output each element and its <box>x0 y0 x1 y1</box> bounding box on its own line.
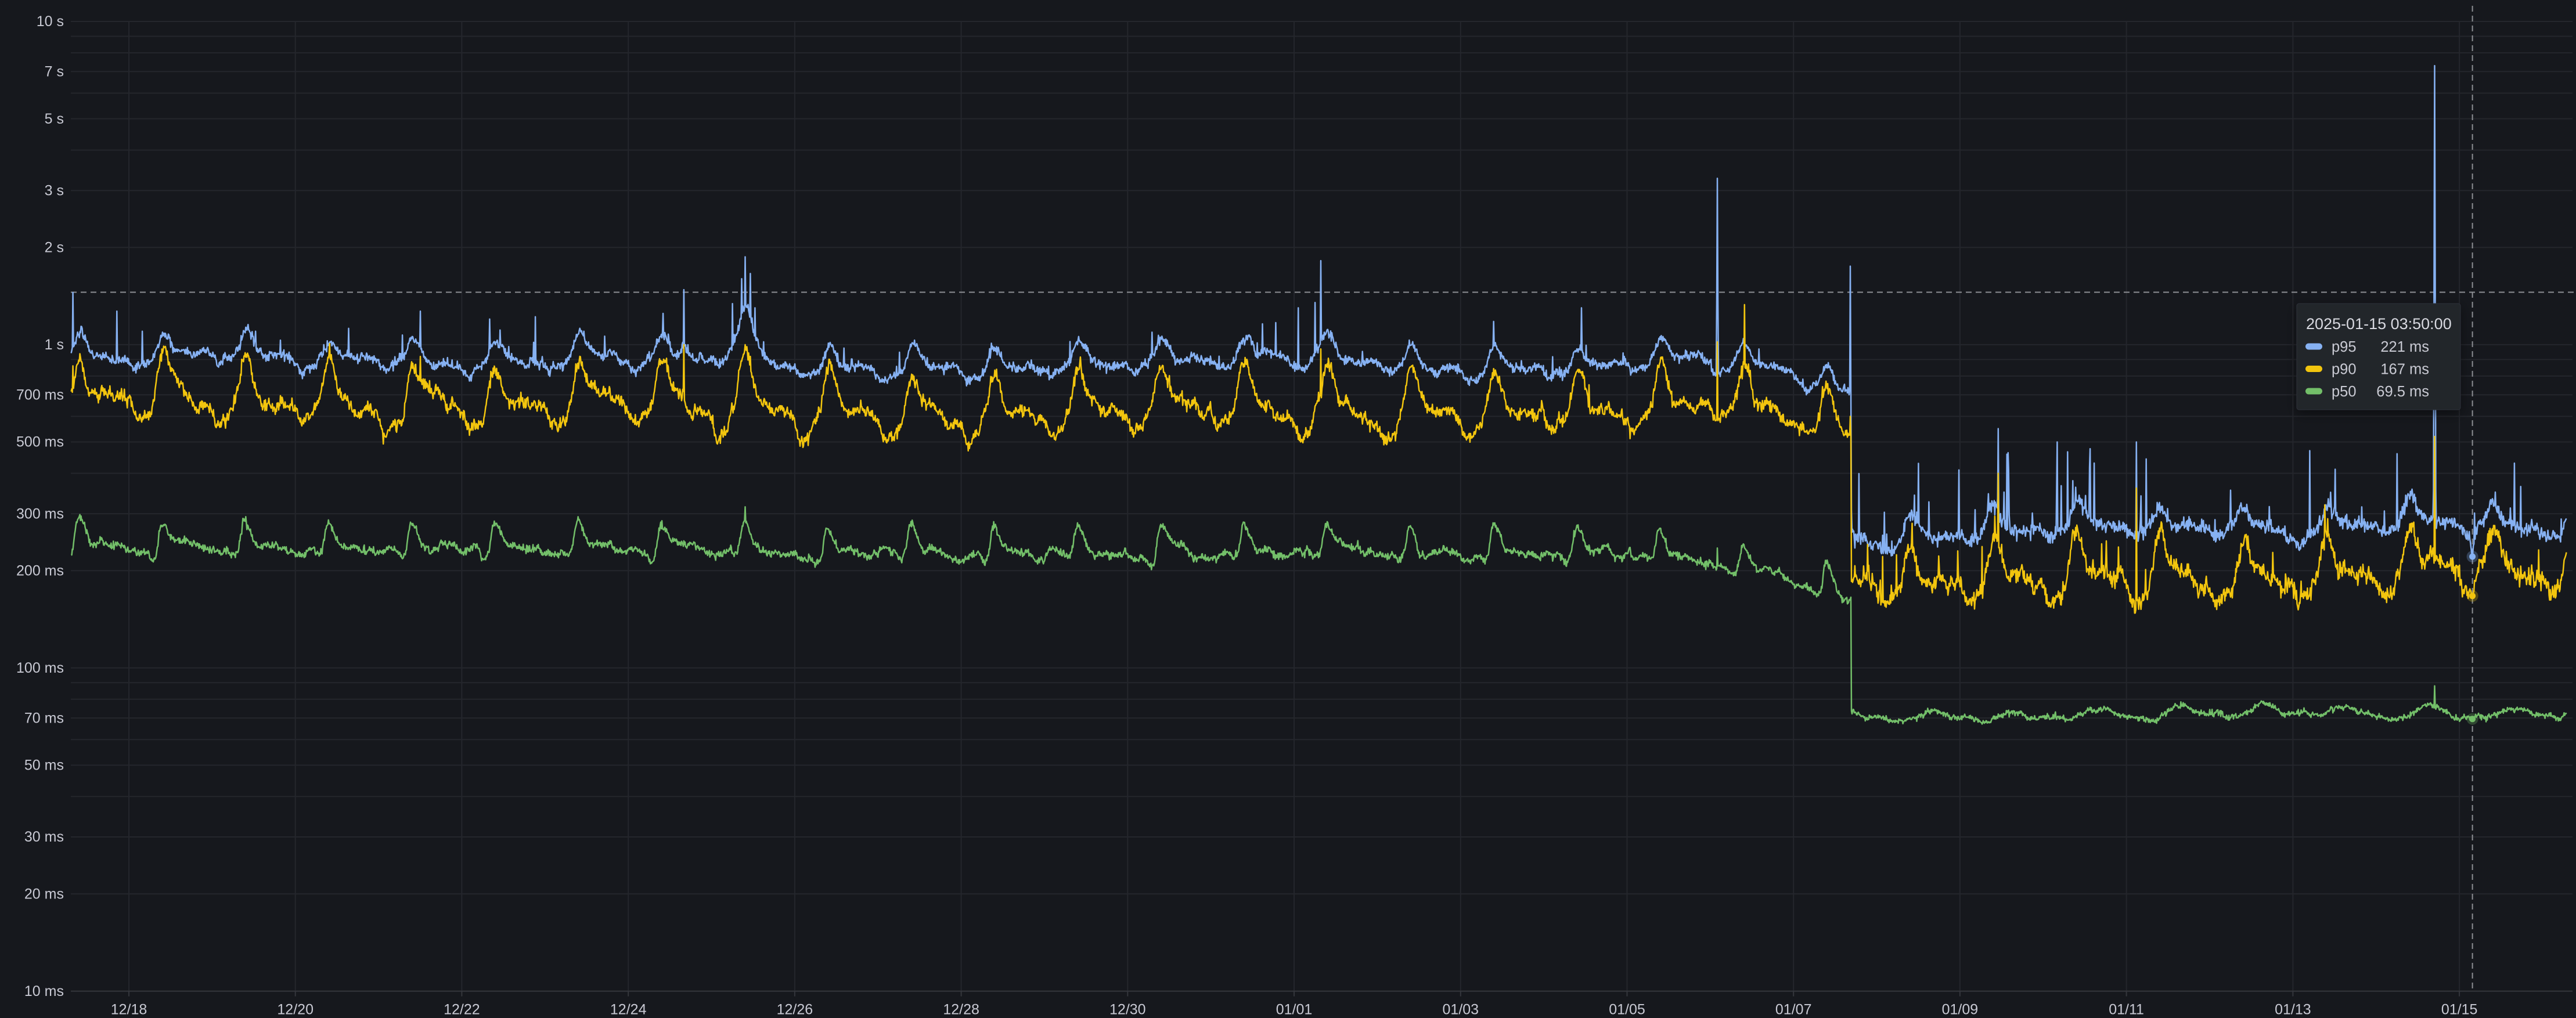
svg-text:221 ms: 221 ms <box>2380 339 2429 355</box>
svg-text:01/15: 01/15 <box>2441 1002 2478 1018</box>
svg-text:50 ms: 50 ms <box>24 757 64 774</box>
svg-text:3 s: 3 s <box>45 182 64 198</box>
svg-text:70 ms: 70 ms <box>24 710 64 726</box>
svg-text:01/09: 01/09 <box>1942 1002 1979 1018</box>
svg-text:167 ms: 167 ms <box>2380 362 2429 378</box>
svg-text:500 ms: 500 ms <box>16 434 64 450</box>
svg-text:01/13: 01/13 <box>2275 1002 2311 1018</box>
svg-text:12/30: 12/30 <box>1109 1002 1146 1018</box>
svg-text:2 s: 2 s <box>45 240 64 256</box>
svg-text:1 s: 1 s <box>45 337 64 353</box>
svg-text:2025-01-15 03:50:00: 2025-01-15 03:50:00 <box>2306 315 2452 333</box>
svg-text:12/20: 12/20 <box>277 1002 314 1018</box>
svg-text:300 ms: 300 ms <box>16 506 64 522</box>
svg-text:01/01: 01/01 <box>1276 1002 1313 1018</box>
svg-text:100 ms: 100 ms <box>16 660 64 676</box>
svg-text:p90: p90 <box>2332 362 2357 378</box>
svg-text:p95: p95 <box>2332 339 2357 355</box>
svg-text:700 ms: 700 ms <box>16 387 64 403</box>
svg-text:69.5 ms: 69.5 ms <box>2376 384 2429 400</box>
svg-text:12/26: 12/26 <box>777 1002 813 1018</box>
svg-text:10 s: 10 s <box>37 13 64 30</box>
svg-text:30 ms: 30 ms <box>24 829 64 845</box>
svg-text:10 ms: 10 ms <box>24 983 64 999</box>
svg-text:p50: p50 <box>2332 384 2357 400</box>
svg-text:5 s: 5 s <box>45 111 64 127</box>
svg-text:01/03: 01/03 <box>1443 1002 1479 1018</box>
svg-text:200 ms: 200 ms <box>16 562 64 579</box>
svg-text:12/28: 12/28 <box>943 1002 979 1018</box>
svg-text:12/24: 12/24 <box>610 1002 647 1018</box>
svg-text:7 s: 7 s <box>45 64 64 80</box>
svg-text:01/11: 01/11 <box>2109 1002 2144 1018</box>
svg-text:12/22: 12/22 <box>444 1002 480 1018</box>
svg-text:01/07: 01/07 <box>1775 1002 1812 1018</box>
svg-text:20 ms: 20 ms <box>24 886 64 902</box>
svg-text:01/05: 01/05 <box>1609 1002 1645 1018</box>
svg-text:12/18: 12/18 <box>111 1002 147 1018</box>
